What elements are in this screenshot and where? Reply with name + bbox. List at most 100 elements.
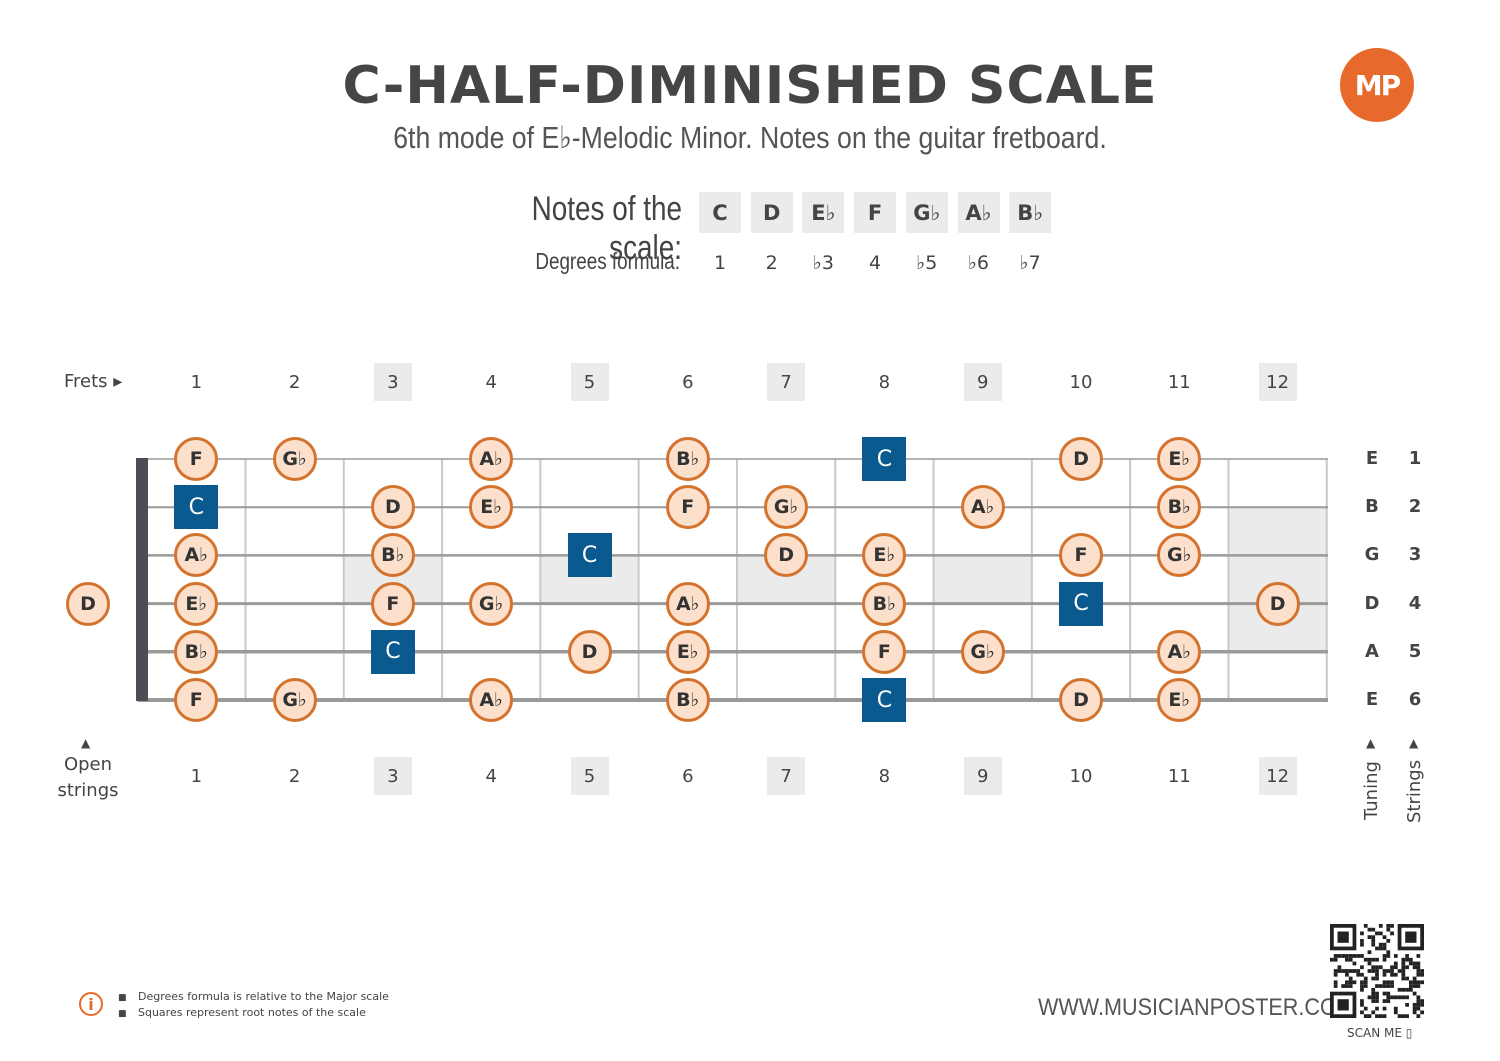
qr-module — [1416, 984, 1421, 988]
fret-note: B♭ — [665, 678, 710, 722]
fret-number: 10 — [1069, 371, 1093, 393]
qr-module — [1360, 984, 1364, 988]
qr-module — [1416, 954, 1421, 958]
nut — [136, 458, 148, 701]
fret-note: B♭ — [1157, 485, 1202, 530]
bullet-icon: ■ — [118, 1009, 127, 1019]
qr-module — [1375, 984, 1379, 988]
qr-module — [1363, 924, 1368, 928]
qr-module — [1352, 980, 1357, 985]
scale-note-box: E♭ — [802, 192, 845, 233]
qr-module — [1386, 939, 1391, 943]
fret-number: 10 — [1069, 765, 1093, 787]
string-number: 1 — [1408, 448, 1422, 469]
qr-module — [1408, 987, 1413, 992]
qr-module — [1333, 980, 1338, 985]
qr-module — [1375, 999, 1379, 1003]
qr-module — [1337, 969, 1342, 973]
fret-note: E♭ — [1157, 437, 1202, 481]
qr-module — [1386, 954, 1391, 958]
qr-module — [1367, 1014, 1372, 1018]
qr-module — [1386, 995, 1391, 1000]
qr-module — [1356, 954, 1361, 958]
website-link[interactable]: WWW.MUSICIANPOSTER.COM — [1038, 994, 1355, 1021]
qr-module — [1371, 927, 1376, 932]
qr-module — [1348, 957, 1353, 962]
qr-module — [1360, 965, 1364, 970]
qr-module — [1360, 999, 1364, 1003]
fret-note: F — [174, 678, 219, 722]
qr-module — [1412, 991, 1417, 996]
tuning-note: E — [1365, 448, 1379, 469]
qr-module — [1405, 954, 1409, 958]
qr-module — [1390, 931, 1394, 936]
fret-number: 2 — [288, 765, 301, 787]
degree-value: ♭3 — [812, 252, 834, 274]
footnote-squares: Squares represent root notes of the scal… — [138, 1006, 366, 1019]
qr-finder — [1405, 931, 1417, 943]
qr-module — [1360, 942, 1364, 947]
qr-module — [1382, 980, 1387, 985]
fret-number: 12 — [1258, 363, 1297, 401]
qr-module — [1401, 965, 1406, 970]
qr-module — [1378, 984, 1383, 988]
degree-value: ♭5 — [916, 252, 938, 274]
fret-note: E♭ — [174, 581, 219, 626]
qr-module — [1341, 954, 1346, 958]
qr-module — [1345, 954, 1349, 958]
fret-note: G♭ — [272, 437, 317, 481]
qr-module — [1337, 954, 1342, 958]
qr-module — [1401, 1014, 1406, 1018]
qr-module — [1348, 954, 1353, 958]
fret-note: G♭ — [272, 678, 317, 722]
qr-module — [1405, 965, 1409, 970]
qr-module — [1360, 954, 1364, 958]
qr-module — [1341, 969, 1346, 973]
fret-note: B♭ — [174, 629, 219, 674]
fret-note: A♭ — [1157, 629, 1202, 674]
fret-note: A♭ — [469, 437, 514, 481]
qr-module — [1348, 980, 1353, 985]
qr-module — [1367, 927, 1372, 932]
qr-module — [1405, 1002, 1409, 1007]
qr-module — [1375, 1006, 1379, 1011]
footnote-degrees: Degrees formula is relative to the Major… — [138, 990, 389, 1003]
qr-module — [1333, 969, 1338, 973]
tuning-note: D — [1364, 592, 1380, 614]
qr-module — [1371, 995, 1376, 1000]
qr-module — [1333, 957, 1338, 962]
degrees-formula-label: Degrees formula: — [535, 248, 680, 274]
scan-me-text: SCAN ME — [1347, 1026, 1402, 1040]
fret-note: G♭ — [1157, 533, 1202, 578]
fret-number: 5 — [570, 757, 609, 795]
qr-module — [1420, 999, 1424, 1003]
fret-number: 11 — [1167, 765, 1191, 787]
fret-note: E♭ — [1157, 678, 1202, 722]
qr-module — [1416, 965, 1421, 970]
fret-note: G♭ — [960, 629, 1005, 674]
strings-arrow-icon: ▲ — [1409, 736, 1419, 750]
qr-module — [1416, 969, 1421, 973]
phone-icon: ▯ — [1405, 1026, 1413, 1040]
fret-number: 1 — [190, 371, 203, 393]
tuning-label: Tuning — [1361, 761, 1382, 820]
qr-module — [1371, 976, 1376, 981]
frets-label: Frets ▸ — [64, 371, 123, 392]
qr-module — [1401, 969, 1406, 973]
qr-module — [1378, 931, 1383, 936]
qr-module — [1397, 969, 1402, 973]
qr-module — [1386, 984, 1391, 988]
qr-module — [1378, 942, 1383, 947]
fret-number: 6 — [682, 371, 694, 393]
tuning-arrow-icon: ▲ — [1366, 736, 1376, 750]
qr-module — [1401, 976, 1406, 981]
qr-module — [1371, 935, 1376, 940]
qr-module — [1382, 942, 1387, 947]
fret-note: G♭ — [469, 581, 514, 626]
fret-note: D — [370, 485, 415, 530]
qr-module — [1412, 1010, 1417, 1015]
qr-module — [1412, 984, 1417, 988]
qr-module — [1348, 976, 1353, 981]
qr-module — [1386, 980, 1391, 985]
qr-code[interactable] — [1330, 924, 1424, 1018]
